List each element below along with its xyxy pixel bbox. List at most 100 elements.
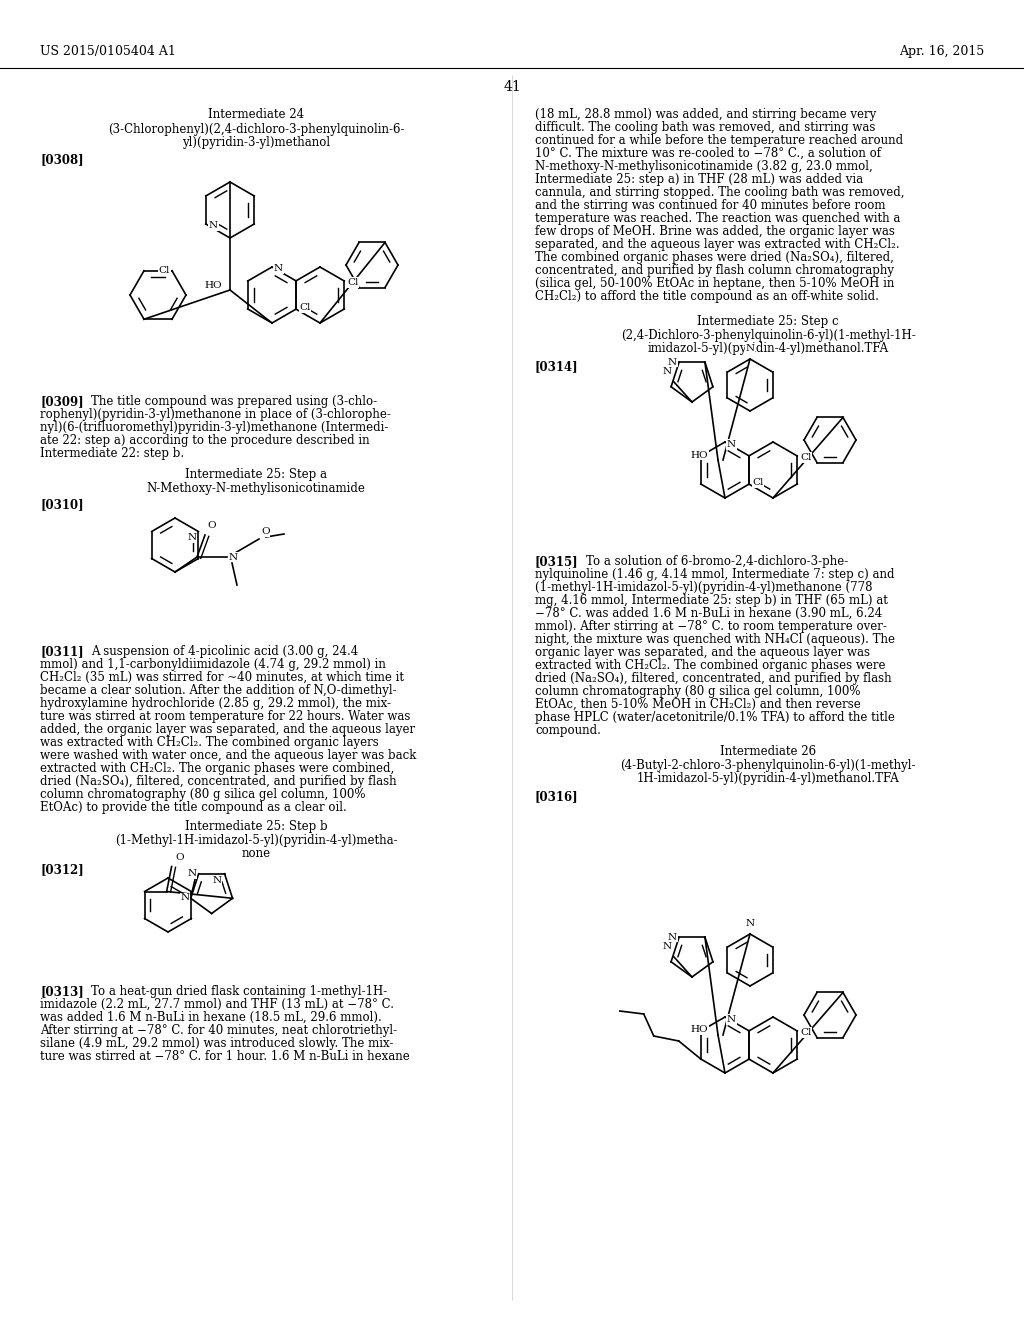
Text: [0313]: [0313]: [40, 985, 84, 998]
Text: Cl: Cl: [800, 1028, 812, 1038]
Text: dried (Na₂SO₄), filtered, concentrated, and purified by flash: dried (Na₂SO₄), filtered, concentrated, …: [40, 775, 396, 788]
Text: O: O: [207, 521, 216, 531]
Text: US 2015/0105404 A1: US 2015/0105404 A1: [40, 45, 176, 58]
Text: mg, 4.16 mmol, Intermediate 25: step b) in THF (65 mL) at: mg, 4.16 mmol, Intermediate 25: step b) …: [535, 594, 888, 607]
Text: phase HPLC (water/acetonitrile/0.1% TFA) to afford the title: phase HPLC (water/acetonitrile/0.1% TFA)…: [535, 711, 895, 723]
Text: N-methoxy-N-methylisonicotinamide (3.82 g, 23.0 mmol,: N-methoxy-N-methylisonicotinamide (3.82 …: [535, 160, 872, 173]
Text: A suspension of 4-picolinic acid (3.00 g, 24.4: A suspension of 4-picolinic acid (3.00 g…: [91, 645, 358, 657]
Text: To a heat-gun dried flask containing 1-methyl-1H-: To a heat-gun dried flask containing 1-m…: [91, 985, 387, 998]
Text: ture was stirred at room temperature for 22 hours. Water was: ture was stirred at room temperature for…: [40, 710, 411, 723]
Text: nyl)(6-(trifluoromethyl)pyridin-3-yl)methanone (Intermedi-: nyl)(6-(trifluoromethyl)pyridin-3-yl)met…: [40, 421, 388, 434]
Text: few drops of MeOH. Brine was added, the organic layer was: few drops of MeOH. Brine was added, the …: [535, 224, 895, 238]
Text: The title compound was prepared using (3-chlo-: The title compound was prepared using (3…: [91, 395, 377, 408]
Text: [0311]: [0311]: [40, 645, 84, 657]
Text: N: N: [727, 440, 736, 449]
Text: Intermediate 24: Intermediate 24: [208, 108, 304, 121]
Text: [0315]: [0315]: [535, 554, 579, 568]
Text: Intermediate 25: Step b: Intermediate 25: Step b: [184, 820, 328, 833]
Text: N: N: [180, 894, 189, 903]
Text: [0310]: [0310]: [40, 498, 84, 511]
Text: yl)(pyridin-3-yl)methanol: yl)(pyridin-3-yl)methanol: [182, 136, 330, 149]
Text: organic layer was separated, and the aqueous layer was: organic layer was separated, and the aqu…: [535, 645, 870, 659]
Text: Cl: Cl: [753, 478, 764, 487]
Text: N: N: [274, 264, 283, 273]
Text: N: N: [727, 1015, 736, 1024]
Text: continued for a while before the temperature reached around: continued for a while before the tempera…: [535, 135, 903, 147]
Text: column chromatography (80 g silica gel column, 100%: column chromatography (80 g silica gel c…: [535, 685, 860, 698]
Text: N: N: [187, 533, 197, 543]
Text: imidazole (2.2 mL, 27.7 mmol) and THF (13 mL) at −78° C.: imidazole (2.2 mL, 27.7 mmol) and THF (1…: [40, 998, 394, 1011]
Text: Cl: Cl: [347, 279, 358, 286]
Text: To a solution of 6-bromo-2,4-dichloro-3-phe-: To a solution of 6-bromo-2,4-dichloro-3-…: [586, 554, 848, 568]
Text: imidazol-5-yl)(pyridin-4-yl)methanol.TFA: imidazol-5-yl)(pyridin-4-yl)methanol.TFA: [647, 342, 889, 355]
Text: [0309]: [0309]: [40, 395, 84, 408]
Text: Intermediate 25: step a) in THF (28 mL) was added via: Intermediate 25: step a) in THF (28 mL) …: [535, 173, 863, 186]
Text: hydroxylamine hydrochloride (2.85 g, 29.2 mmol), the mix-: hydroxylamine hydrochloride (2.85 g, 29.…: [40, 697, 391, 710]
Text: cannula, and stirring stopped. The cooling bath was removed,: cannula, and stirring stopped. The cooli…: [535, 186, 904, 199]
Text: 41: 41: [503, 81, 521, 94]
Text: N: N: [663, 942, 672, 950]
Text: (2,4-Dichloro-3-phenylquinolin-6-yl)(1-methyl-1H-: (2,4-Dichloro-3-phenylquinolin-6-yl)(1-m…: [621, 329, 915, 342]
Text: difficult. The cooling bath was removed, and stirring was: difficult. The cooling bath was removed,…: [535, 121, 876, 135]
Text: N: N: [745, 919, 755, 928]
Text: N: N: [212, 875, 221, 884]
Text: [0314]: [0314]: [535, 360, 579, 374]
Text: N: N: [229, 553, 239, 561]
Text: (1-methyl-1H-imidazol-5-yl)(pyridin-4-yl)methanone (778: (1-methyl-1H-imidazol-5-yl)(pyridin-4-yl…: [535, 581, 872, 594]
Text: Cl: Cl: [800, 453, 812, 462]
Text: nylquinoline (1.46 g, 4.14 mmol, Intermediate 7: step c) and: nylquinoline (1.46 g, 4.14 mmol, Interme…: [535, 568, 895, 581]
Text: Intermediate 26: Intermediate 26: [720, 744, 816, 758]
Text: O: O: [261, 527, 269, 536]
Text: were washed with water once, and the aqueous layer was back: were washed with water once, and the aqu…: [40, 748, 417, 762]
Text: HO: HO: [205, 281, 222, 290]
Text: N: N: [663, 367, 672, 376]
Text: CH₂Cl₂ (35 mL) was stirred for ~40 minutes, at which time it: CH₂Cl₂ (35 mL) was stirred for ~40 minut…: [40, 671, 404, 684]
Text: was added 1.6 M n-BuLi in hexane (18.5 mL, 29.6 mmol).: was added 1.6 M n-BuLi in hexane (18.5 m…: [40, 1011, 382, 1024]
Text: Apr. 16, 2015: Apr. 16, 2015: [899, 45, 984, 58]
Text: temperature was reached. The reaction was quenched with a: temperature was reached. The reaction wa…: [535, 213, 900, 224]
Text: rophenyl)(pyridin-3-yl)methanone in place of (3-chlorophe-: rophenyl)(pyridin-3-yl)methanone in plac…: [40, 408, 391, 421]
Text: ate 22: step a) according to the procedure described in: ate 22: step a) according to the procedu…: [40, 434, 370, 447]
Text: (1-Methyl-1H-imidazol-5-yl)(pyridin-4-yl)metha-: (1-Methyl-1H-imidazol-5-yl)(pyridin-4-yl…: [115, 834, 397, 847]
Text: Intermediate 22: step b.: Intermediate 22: step b.: [40, 447, 184, 459]
Text: silane (4.9 mL, 29.2 mmol) was introduced slowly. The mix-: silane (4.9 mL, 29.2 mmol) was introduce…: [40, 1038, 393, 1049]
Text: N: N: [187, 869, 197, 878]
Text: Intermediate 25: Step c: Intermediate 25: Step c: [697, 315, 839, 327]
Text: EtOAc, then 5-10% MeOH in CH₂Cl₂) and then reverse: EtOAc, then 5-10% MeOH in CH₂Cl₂) and th…: [535, 698, 861, 711]
Text: −78° C. was added 1.6 M n-BuLi in hexane (3.90 mL, 6.24: −78° C. was added 1.6 M n-BuLi in hexane…: [535, 607, 883, 620]
Text: N: N: [745, 345, 755, 352]
Text: added, the organic layer was separated, and the aqueous layer: added, the organic layer was separated, …: [40, 723, 415, 737]
Text: After stirring at −78° C. for 40 minutes, neat chlorotriethyl-: After stirring at −78° C. for 40 minutes…: [40, 1024, 397, 1038]
Text: mmol) and 1,1-carbonyldiimidazole (4.74 g, 29.2 mmol) in: mmol) and 1,1-carbonyldiimidazole (4.74 …: [40, 657, 386, 671]
Text: ture was stirred at −78° C. for 1 hour. 1.6 M n-BuLi in hexane: ture was stirred at −78° C. for 1 hour. …: [40, 1049, 410, 1063]
Text: Intermediate 25: Step a: Intermediate 25: Step a: [185, 469, 327, 480]
Text: separated, and the aqueous layer was extracted with CH₂Cl₂.: separated, and the aqueous layer was ext…: [535, 238, 900, 251]
Text: concentrated, and purified by flash column chromatography: concentrated, and purified by flash colu…: [535, 264, 894, 277]
Text: [0316]: [0316]: [535, 789, 579, 803]
Text: dried (Na₂SO₄), filtered, concentrated, and purified by flash: dried (Na₂SO₄), filtered, concentrated, …: [535, 672, 892, 685]
Text: (18 mL, 28.8 mmol) was added, and stirring became very: (18 mL, 28.8 mmol) was added, and stirri…: [535, 108, 877, 121]
Text: 1H-imidazol-5-yl)(pyridin-4-yl)methanol.TFA: 1H-imidazol-5-yl)(pyridin-4-yl)methanol.…: [637, 772, 899, 785]
Text: Cl: Cl: [299, 304, 310, 312]
Text: O: O: [176, 854, 184, 862]
Text: column chromatography (80 g silica gel column, 100%: column chromatography (80 g silica gel c…: [40, 788, 366, 801]
Text: N: N: [209, 222, 218, 231]
Text: 10° C. The mixture was re-cooled to −78° C., a solution of: 10° C. The mixture was re-cooled to −78°…: [535, 147, 881, 160]
Text: The combined organic phases were dried (Na₂SO₄), filtered,: The combined organic phases were dried (…: [535, 251, 894, 264]
Text: N-Methoxy-N-methylisonicotinamide: N-Methoxy-N-methylisonicotinamide: [146, 482, 366, 495]
Text: CH₂Cl₂) to afford the title compound as an off-white solid.: CH₂Cl₂) to afford the title compound as …: [535, 290, 879, 304]
Text: [0308]: [0308]: [40, 153, 84, 166]
Text: [0312]: [0312]: [40, 863, 84, 876]
Text: became a clear solution. After the addition of N,O-dimethyl-: became a clear solution. After the addit…: [40, 684, 396, 697]
Text: N: N: [668, 933, 677, 941]
Text: mmol). After stirring at −78° C. to room temperature over-: mmol). After stirring at −78° C. to room…: [535, 620, 887, 634]
Text: (3-Chlorophenyl)(2,4-dichloro-3-phenylquinolin-6-: (3-Chlorophenyl)(2,4-dichloro-3-phenylqu…: [108, 123, 404, 136]
Text: none: none: [242, 847, 270, 861]
Text: N: N: [668, 358, 677, 367]
Text: extracted with CH₂Cl₂. The combined organic phases were: extracted with CH₂Cl₂. The combined orga…: [535, 659, 886, 672]
Text: (silica gel, 50-100% EtOAc in heptane, then 5-10% MeOH in: (silica gel, 50-100% EtOAc in heptane, t…: [535, 277, 894, 290]
Text: EtOAc) to provide the title compound as a clear oil.: EtOAc) to provide the title compound as …: [40, 801, 347, 814]
Text: Cl: Cl: [159, 267, 170, 276]
Text: was extracted with CH₂Cl₂. The combined organic layers: was extracted with CH₂Cl₂. The combined …: [40, 737, 379, 748]
Text: HO: HO: [690, 1026, 708, 1035]
